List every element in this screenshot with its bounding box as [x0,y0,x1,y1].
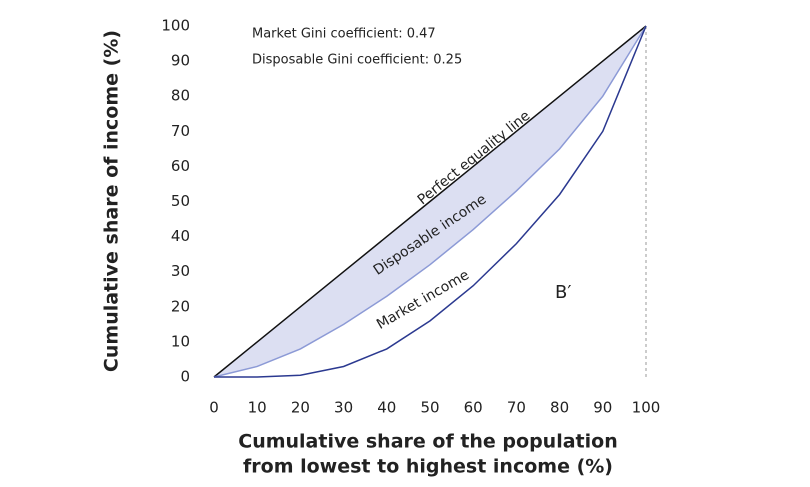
x-tick-label: 100 [632,399,661,417]
y-tick-label: 40 [171,227,190,245]
y-tick-label: 0 [180,368,190,386]
y-tick-label: 60 [171,157,190,175]
x-tick-label: 80 [550,399,569,417]
annotation: Market Gini coefficient: 0.47 [252,27,436,42]
y-tick-label: 30 [171,262,190,280]
annotation: B′ [555,282,571,303]
y-tick-label: 20 [171,297,190,315]
line [213,25,647,378]
x-tick-label: 20 [291,399,310,417]
x-tick-label: 50 [420,399,439,417]
annotation: Disposable Gini coefficient: 0.25 [252,53,462,68]
y-tick-label: 50 [171,192,190,210]
y-tick-label: 10 [171,332,190,350]
x-tick-label: 90 [593,399,612,417]
x-tick-label: 0 [209,399,219,417]
x-tick-label: 70 [507,399,526,417]
x-tick-label: 30 [334,399,353,417]
y-tick-label: 70 [171,122,190,140]
x-tick-label: 10 [248,399,267,417]
x-axis-label: Cumulative share of the population [238,431,617,453]
line [214,25,647,378]
y-tick-label: 100 [161,17,190,35]
x-tick-label: 60 [464,399,483,417]
x-tick-label: 40 [377,399,396,417]
x-axis-label: from lowest to highest income (%) [243,456,613,478]
line [213,25,647,378]
y-axis-label: Cumulative share of income (%) [101,30,123,372]
y-tick-label: 90 [171,52,190,70]
y-tick-label: 80 [171,87,190,105]
